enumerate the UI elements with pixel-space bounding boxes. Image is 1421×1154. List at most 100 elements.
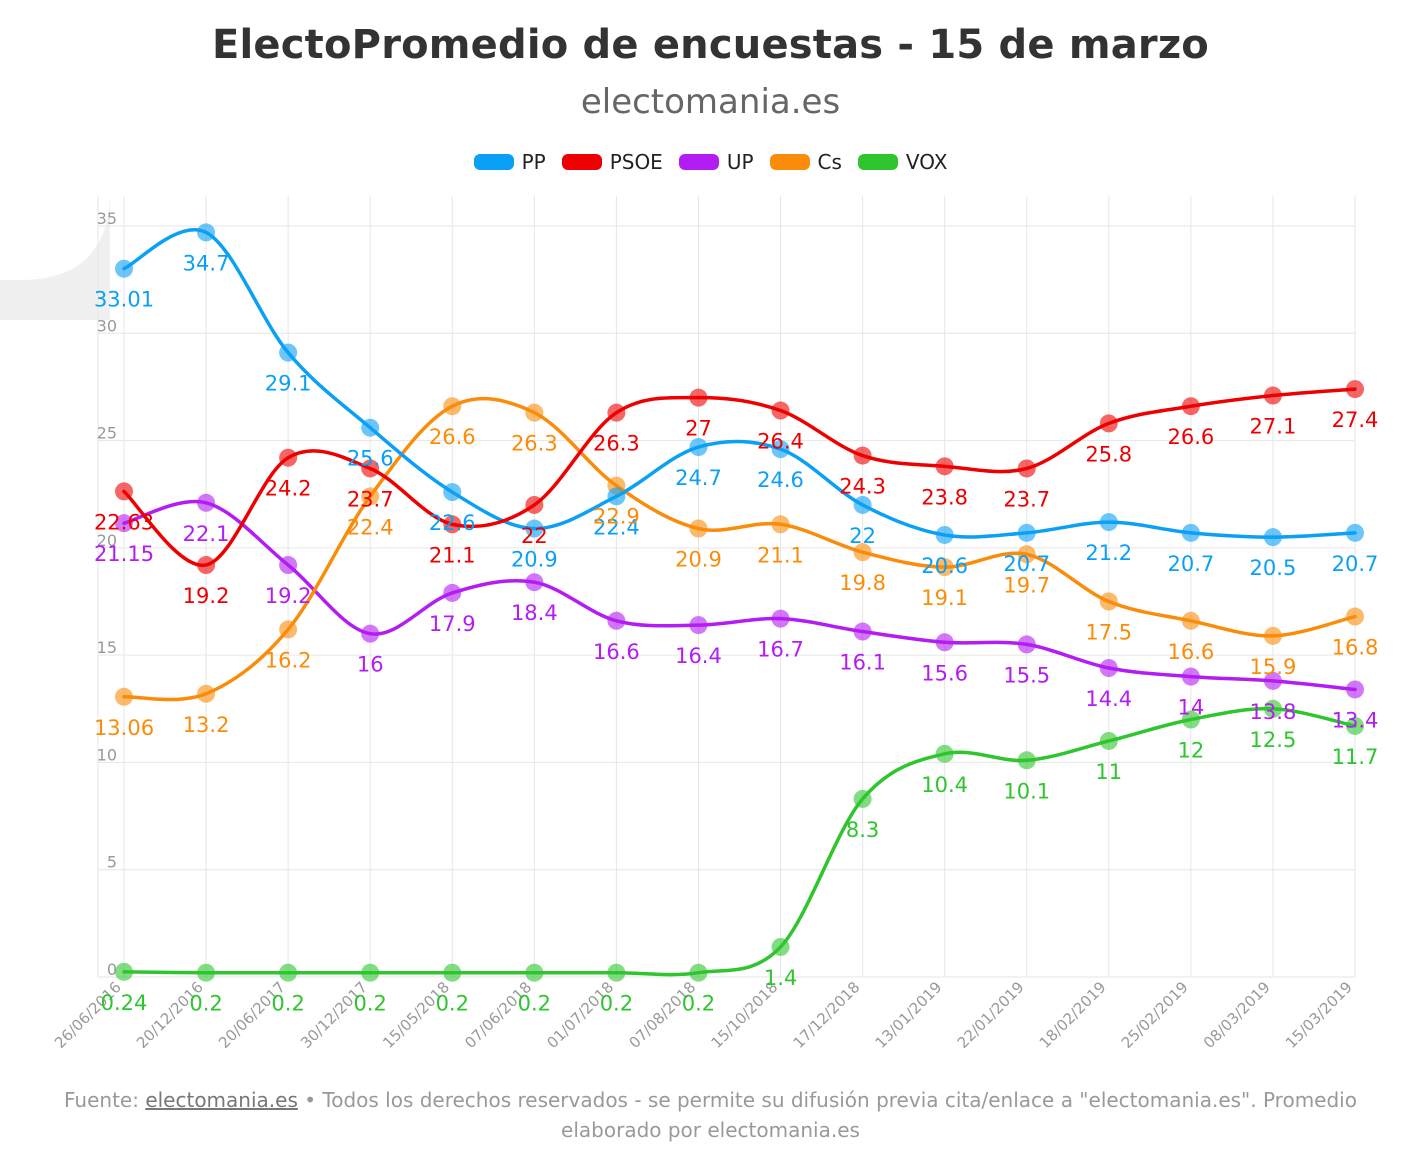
data-point-up <box>361 624 380 643</box>
x-tick-label: 08/03/2019 <box>1200 978 1274 1052</box>
legend-item-up[interactable]: UP <box>678 150 754 174</box>
data-label-up: 13.4 <box>1332 708 1379 732</box>
legend-label: Cs <box>817 150 842 174</box>
y-tick-label: 25 <box>97 424 117 443</box>
data-label-psoe: 27.4 <box>1332 408 1379 432</box>
data-point-vox <box>607 963 626 982</box>
legend-item-cs[interactable]: Cs <box>769 150 842 174</box>
data-point-psoe <box>771 401 790 420</box>
data-label-psoe: 25.8 <box>1085 442 1132 466</box>
data-point-pp <box>525 519 544 538</box>
data-point-up <box>1099 659 1118 678</box>
data-point-vox <box>1346 716 1364 735</box>
data-label-cs: 19.7 <box>1003 573 1050 597</box>
footer-link[interactable]: electomania.es <box>145 1088 298 1112</box>
data-point-psoe <box>1181 397 1200 416</box>
data-label-cs: 16.2 <box>265 648 312 672</box>
legend-item-vox[interactable]: VOX <box>857 150 947 174</box>
data-label-up: 18.4 <box>511 601 558 625</box>
data-point-vox <box>1017 751 1036 770</box>
data-point-vox <box>197 963 216 982</box>
data-point-cs <box>1099 592 1118 611</box>
x-tick-label: 25/02/2019 <box>1118 978 1192 1052</box>
data-label-pp: 24.7 <box>675 466 722 490</box>
legend-item-psoe[interactable]: PSOE <box>561 150 663 174</box>
data-label-psoe: 24.3 <box>839 475 886 499</box>
data-point-psoe <box>1346 380 1364 399</box>
data-point-pp <box>771 440 790 459</box>
data-label-vox: 10.4 <box>921 773 968 797</box>
data-point-psoe <box>1017 459 1036 478</box>
x-tick-label: 18/02/2019 <box>1036 978 1110 1052</box>
y-axis: 0 5 10 15 20 25 30 35 <box>97 209 117 979</box>
data-point-cs <box>115 687 133 706</box>
series-line-up <box>122 499 1357 692</box>
data-label-up: 21.15 <box>94 542 154 566</box>
data-label-vox: 10.1 <box>1003 779 1050 803</box>
data-label-cs: 21.1 <box>757 543 804 567</box>
data-point-cs <box>361 487 380 506</box>
data-label-vox: 0.2 <box>353 992 386 1016</box>
data-label-vox: 12.5 <box>1250 728 1297 752</box>
data-point-vox <box>771 937 790 956</box>
data-point-cs <box>853 543 872 562</box>
data-point-psoe <box>197 556 216 575</box>
data-label-psoe: 23.7 <box>1003 487 1050 511</box>
data-label-up: 22.1 <box>183 522 230 546</box>
data-point-cs <box>443 397 462 416</box>
data-label-cs: 13.2 <box>183 713 230 737</box>
data-label-up: 14.4 <box>1085 687 1132 711</box>
series-line-pp <box>122 228 1357 539</box>
data-point-vox <box>525 963 544 982</box>
chart-subtitle[interactable]: electomania.es <box>580 82 841 122</box>
data-label-psoe: 27 <box>685 417 712 441</box>
data-label-pp: 20.7 <box>1332 552 1379 576</box>
data-label-cs: 16.6 <box>1167 640 1214 664</box>
data-label-pp: 20.9 <box>511 548 558 572</box>
data-point-vox <box>115 962 133 981</box>
series-line-vox <box>122 706 1357 977</box>
data-label-psoe: 26.3 <box>593 432 640 456</box>
data-point-pp <box>115 259 133 278</box>
data-point-up <box>443 583 462 602</box>
data-point-cs <box>1346 607 1364 626</box>
data-label-vox: 11.7 <box>1332 745 1379 769</box>
data-point-psoe <box>1099 414 1118 433</box>
data-label-psoe: 26.4 <box>757 430 804 454</box>
data-label-vox: 0.2 <box>518 992 551 1016</box>
data-point-vox <box>689 963 708 982</box>
data-point-pp <box>689 438 708 457</box>
data-point-psoe <box>443 515 462 534</box>
data-point-psoe <box>853 446 872 465</box>
corner-decoration <box>0 190 110 320</box>
data-label-up: 15.5 <box>1003 663 1050 687</box>
data-point-psoe <box>935 457 954 476</box>
data-label-pp: 20.6 <box>921 554 968 578</box>
data-label-psoe: 19.2 <box>183 584 230 608</box>
data-label-vox: 0.2 <box>436 992 469 1016</box>
data-point-pp <box>279 343 298 362</box>
data-point-vox <box>443 963 462 982</box>
data-label-vox: 11 <box>1095 760 1122 784</box>
y-tick-label: 20 <box>97 531 117 550</box>
data-point-up <box>771 609 790 628</box>
data-label-pp: 34.7 <box>183 251 230 275</box>
data-point-cs <box>689 519 708 538</box>
data-point-cs <box>279 620 298 639</box>
data-point-up <box>853 622 872 641</box>
data-point-up <box>1181 667 1200 686</box>
data-point-up <box>1263 671 1282 690</box>
data-point-psoe <box>689 388 708 407</box>
data-label-cs: 19.1 <box>921 586 968 610</box>
data-point-up <box>607 611 626 630</box>
data-label-cs: 19.8 <box>839 571 886 595</box>
legend-item-pp[interactable]: PP <box>473 150 546 174</box>
data-label-cs: 15.9 <box>1250 655 1297 679</box>
y-tick-label: 35 <box>97 209 117 228</box>
x-tick-label: 17/12/2018 <box>790 978 864 1052</box>
data-label-up: 15.6 <box>921 661 968 685</box>
data-point-psoe <box>115 482 133 501</box>
footer-prefix: Fuente: <box>64 1088 146 1112</box>
